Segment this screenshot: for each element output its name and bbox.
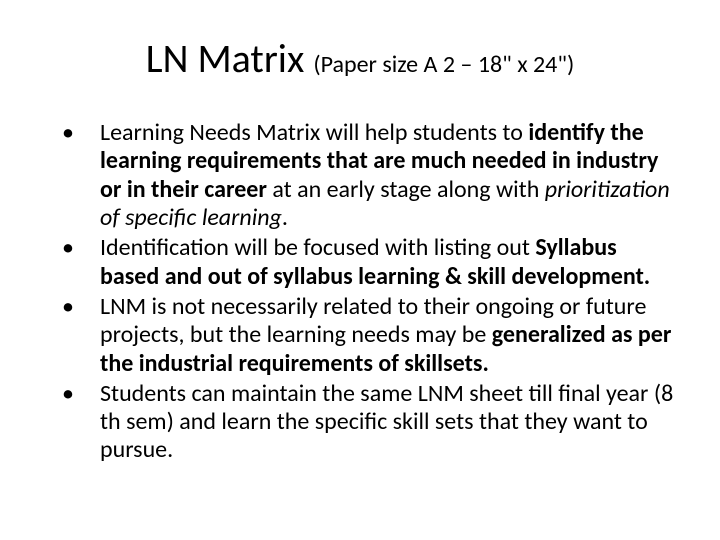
- list-item: LNM is not necessarily related to their …: [62, 293, 680, 378]
- text-run: .: [282, 203, 288, 232]
- list-item: Students can maintain the same LNM sheet…: [62, 380, 680, 465]
- title-main: LN Matrix: [146, 34, 314, 83]
- list-item: Learning Needs Matrix will help students…: [62, 119, 680, 232]
- list-item: Identification will be focused with list…: [62, 234, 680, 291]
- title-subtitle: (Paper size A 2 – 18" x 24"): [313, 50, 574, 79]
- text-run: Identification will be focused with list…: [100, 233, 535, 262]
- slide-title: LN Matrix (Paper size A 2 – 18" x 24"): [40, 34, 680, 83]
- bullet-list: Learning Needs Matrix will help students…: [40, 119, 680, 465]
- text-run: Learning Needs Matrix will help students…: [100, 118, 528, 147]
- text-run: at an early stage along with: [272, 175, 544, 204]
- slide: { "title": { "main": "LN Matrix ", "sub"…: [0, 0, 720, 540]
- text-run: Students can maintain the same LNM sheet…: [100, 379, 673, 465]
